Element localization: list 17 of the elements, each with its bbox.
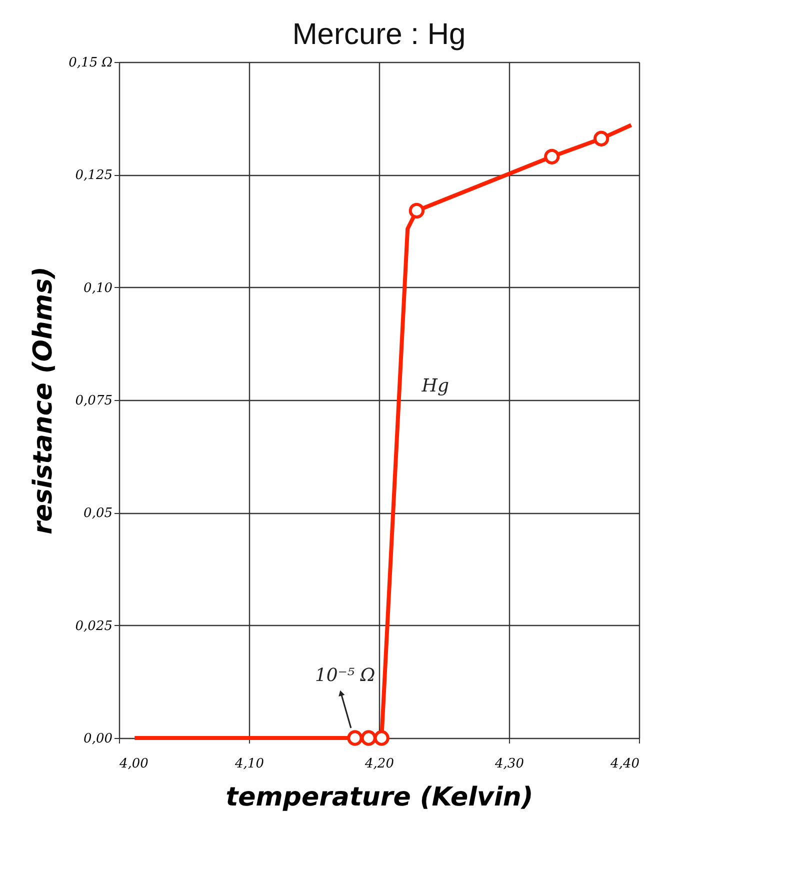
x-tick-label: 4,00 [118, 756, 148, 772]
y-tick-label: 0,10 [84, 280, 112, 296]
y-tick-label: 0,075 [75, 394, 112, 408]
chart-title: Mercure : Hg [292, 18, 466, 51]
y-tick-label: 0,15 Ω [68, 56, 113, 70]
x-tick-label: 4,20 [364, 756, 394, 772]
x-tick-label: 4,10 [234, 756, 264, 772]
x-tick-label: 4,30 [494, 756, 524, 772]
y-tick-label: 0,125 [75, 168, 112, 184]
x-tick-label: 4,40 [610, 756, 640, 772]
annotation: Hg [420, 375, 450, 396]
y-tick-label: 0,00 [84, 732, 112, 746]
y-tick-label: 0,025 [75, 618, 112, 634]
y-axis-title: resistance (Ohms) [28, 266, 59, 534]
annotation: 10⁻⁵ Ω [314, 665, 376, 686]
y-tick-label: 0,05 [84, 506, 112, 522]
x-axis-title: temperature (Kelvin) [226, 782, 534, 812]
